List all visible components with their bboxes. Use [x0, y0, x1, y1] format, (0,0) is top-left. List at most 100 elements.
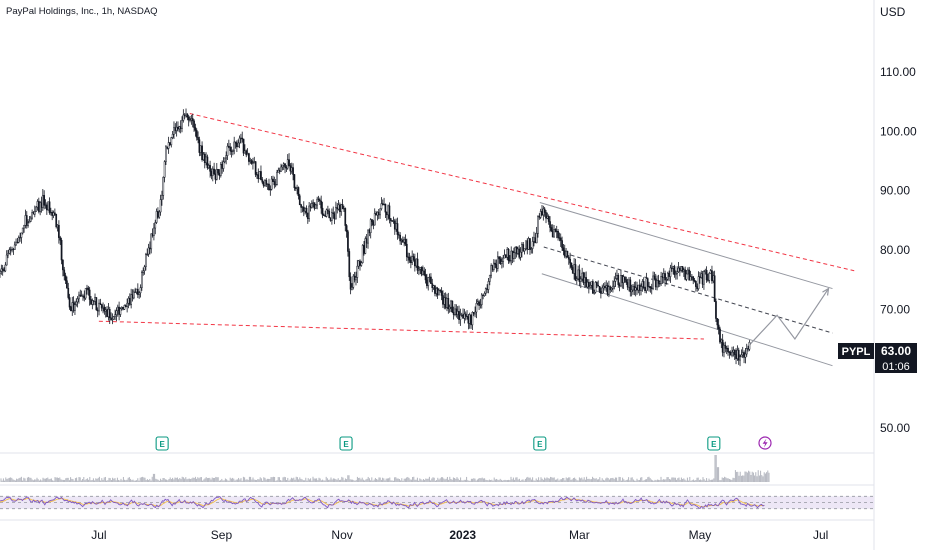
earnings-marker[interactable]: E: [339, 436, 353, 451]
candle-body: [332, 212, 335, 214]
candle-body: [157, 211, 159, 218]
candle-body: [272, 178, 274, 182]
candle-body: [401, 239, 404, 243]
candle-body: [677, 267, 680, 272]
candle-body: [558, 237, 561, 239]
candle-body: [79, 294, 82, 297]
candle-body: [19, 237, 21, 239]
candle-body: [587, 281, 590, 288]
candle-body: [395, 223, 397, 230]
trendline-lower-support[interactable]: [98, 320, 704, 340]
candle-body: [608, 286, 610, 295]
candle-body: [546, 216, 549, 219]
candle-body: [695, 280, 697, 287]
candle-body: [0, 271, 1, 274]
candle-body: [383, 203, 385, 206]
candle-body: [355, 277, 357, 281]
candle-body: [665, 279, 668, 281]
candle-body: [114, 314, 116, 318]
volume-pane: [0, 455, 770, 482]
candle-body: [554, 229, 557, 232]
trendline-channel-bottom[interactable]: [541, 273, 833, 367]
candle-body: [241, 137, 244, 140]
candle-body: [301, 206, 304, 208]
candle-body: [15, 241, 17, 246]
candle-body: [300, 204, 302, 208]
candle-body: [329, 217, 332, 221]
candle-body: [252, 162, 254, 164]
candle-body: [253, 161, 256, 163]
trendline-upper-resistance[interactable]: [189, 113, 855, 272]
candle-body: [100, 304, 103, 309]
candle-body: [171, 134, 174, 138]
candle-body: [33, 211, 36, 215]
candle-body: [439, 290, 442, 292]
candle-body: [380, 203, 383, 209]
candle-body: [25, 215, 28, 226]
candle-body: [281, 164, 284, 168]
candle-body: [4, 264, 7, 272]
candle-body: [149, 247, 151, 250]
candle-body: [598, 285, 601, 292]
candle-body: [290, 167, 293, 172]
candle-body: [407, 256, 410, 258]
candle-body: [638, 284, 641, 291]
candle-body: [127, 298, 130, 304]
candle-body: [94, 297, 96, 302]
earnings-marker[interactable]: E: [155, 436, 169, 451]
candle-body: [39, 202, 41, 212]
candle-body: [316, 198, 319, 206]
candle-body: [503, 254, 506, 259]
candle-body: [575, 278, 578, 281]
candle-body: [167, 142, 170, 149]
candle-body: [335, 207, 337, 220]
candle-body: [563, 250, 566, 257]
candle-body: [91, 300, 94, 305]
trendline-channel-top[interactable]: [539, 202, 833, 290]
candle-body: [630, 289, 633, 293]
candle-body: [700, 273, 703, 278]
candle-body: [197, 137, 199, 140]
candle-body: [135, 288, 138, 293]
candle-body: [604, 286, 606, 289]
time-tick-label: 2023: [449, 528, 476, 542]
candle-body: [740, 354, 743, 358]
candle-body: [506, 248, 509, 258]
candle-body: [5, 254, 8, 266]
candle-body: [372, 221, 375, 226]
candle-body: [697, 276, 700, 289]
candle-body: [349, 276, 352, 290]
trendline-channel-mid[interactable]: [543, 246, 833, 334]
price-tick-label: 70.00: [880, 302, 910, 316]
candle-body: [153, 227, 155, 237]
currency-label: USD: [880, 5, 906, 19]
candle-body: [590, 281, 593, 286]
earnings-marker[interactable]: E: [707, 436, 721, 451]
candle-body: [431, 283, 434, 288]
candle-body: [183, 114, 186, 117]
candle-body: [498, 256, 501, 260]
candle-body: [652, 275, 654, 289]
candle-body: [199, 145, 202, 153]
candle-body: [640, 286, 642, 291]
candle-body: [658, 283, 661, 285]
candle-body: [687, 269, 689, 275]
lightning-icon[interactable]: [758, 436, 772, 450]
candle-body: [426, 279, 428, 286]
candle-body: [17, 237, 20, 243]
candle-body: [227, 145, 230, 148]
candle-body: [444, 297, 447, 308]
candle-body: [391, 220, 393, 222]
candle-body: [365, 238, 368, 244]
candle-body: [683, 269, 685, 272]
candle-body: [626, 282, 629, 288]
candle-body: [581, 272, 583, 280]
candle-body: [82, 295, 84, 297]
candle-body: [474, 311, 476, 315]
projection-path[interactable]: [748, 288, 830, 346]
candle-body: [324, 215, 327, 217]
candle-body: [446, 298, 448, 308]
earnings-marker[interactable]: E: [533, 436, 547, 451]
